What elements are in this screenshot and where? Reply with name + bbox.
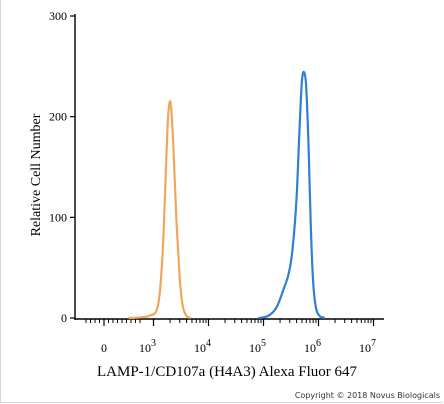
x-tick-label: 107 xyxy=(359,338,376,355)
copyright-text: Copyright © 2018 Novus Biologicals xyxy=(295,391,440,400)
x-tick-label: 106 xyxy=(304,338,321,355)
series-layer xyxy=(128,70,326,320)
y-axis-label: Relative Cell Number xyxy=(29,113,44,236)
x-tick-label: 0 xyxy=(101,341,107,355)
y-tick-label: 300 xyxy=(49,9,67,23)
x-tick-label: 103 xyxy=(139,338,156,355)
axes: 0 100 200 300 0 103 104 105 106 107 xyxy=(49,9,384,355)
y-tick-label: 200 xyxy=(49,110,67,124)
histogram-series-2 xyxy=(257,70,326,320)
x-axis-label: LAMP-1/CD107a (H4A3) Alexa Fluor 647 xyxy=(97,364,357,380)
y-tick-label: 100 xyxy=(49,210,67,224)
histogram-series-1 xyxy=(128,100,192,320)
x-tick-label: 105 xyxy=(249,338,266,355)
y-tick-label: 0 xyxy=(61,311,67,325)
x-tick-label: 104 xyxy=(194,338,211,355)
